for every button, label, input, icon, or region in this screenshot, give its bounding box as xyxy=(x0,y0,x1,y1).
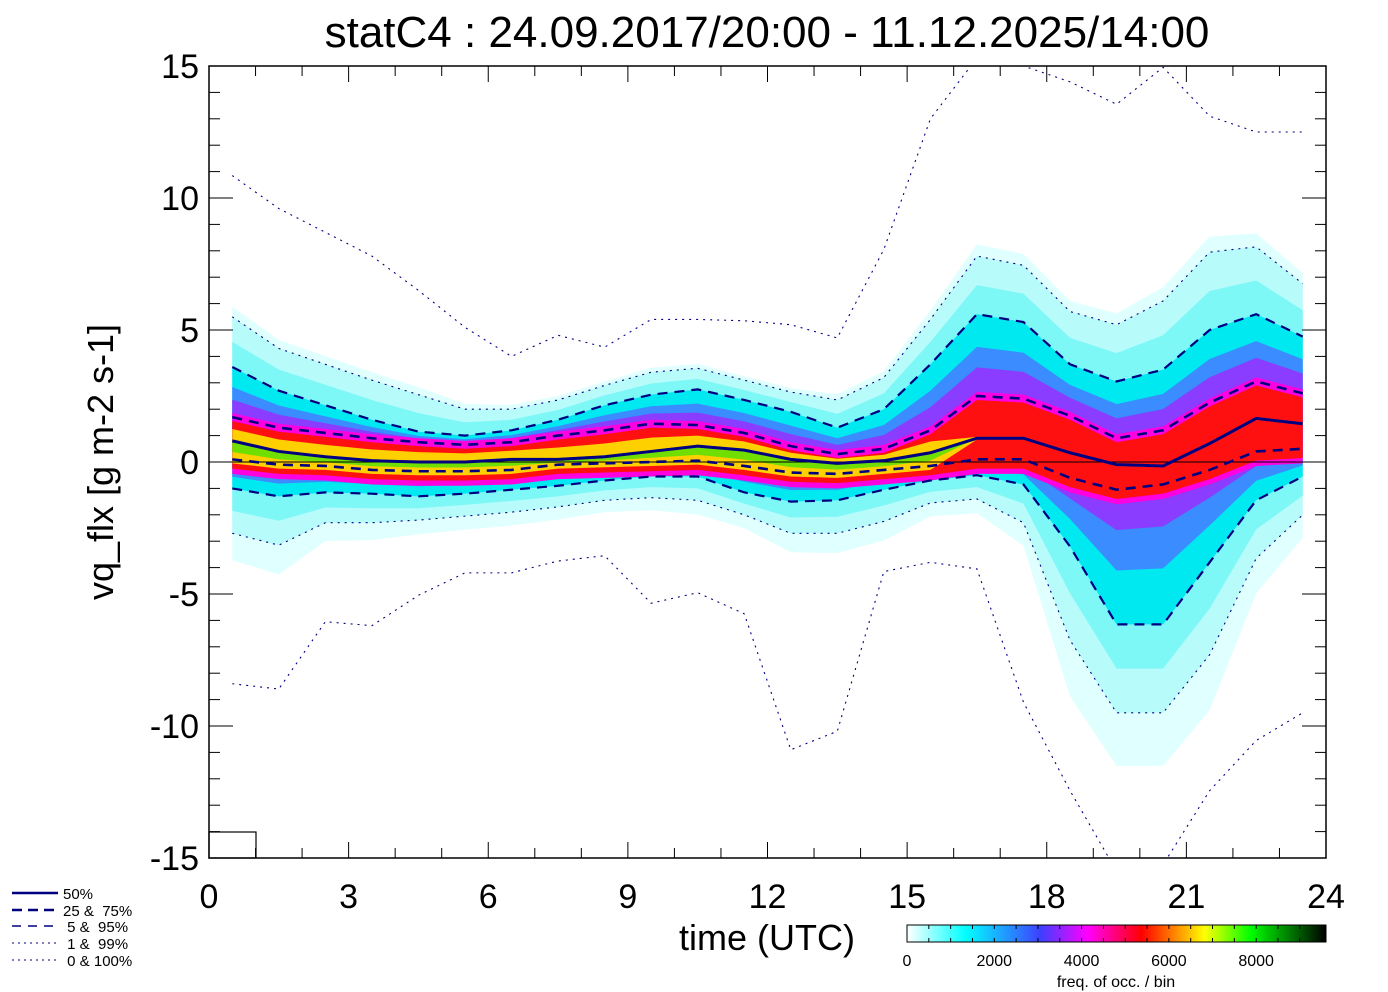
y-axis-label: vq_flx [g m-2 s-1] xyxy=(80,324,121,600)
colorbar-tick-label: 4000 xyxy=(1064,953,1100,970)
y-tick-label: 0 xyxy=(180,444,199,482)
colorbar-tick-label: 6000 xyxy=(1151,953,1187,970)
legend-label-0-100: 0 & 100% xyxy=(63,953,132,970)
y-tick-label: 15 xyxy=(161,48,199,86)
chart-title: statC4 : 24.09.2017/20:00 - 11.12.2025/1… xyxy=(325,8,1210,57)
line-p25 xyxy=(232,447,1303,492)
density-band-green xyxy=(232,418,1303,470)
colorbar-gradient xyxy=(906,924,1327,943)
x-tick-labels: 0 3 6 9 12 15 18 21 24 xyxy=(200,878,1345,916)
x-tick-label: 18 xyxy=(1028,878,1066,916)
legend-label-50: 50% xyxy=(63,886,93,903)
legend-label-1-99: 1 & 99% xyxy=(63,936,128,953)
line-p95 xyxy=(231,312,1304,437)
line-p75 xyxy=(231,380,1304,456)
y-tick-label: 10 xyxy=(161,180,199,218)
colorbar-label: freq. of occ. / bin xyxy=(1057,974,1175,991)
x-tick-label: 0 xyxy=(200,878,219,916)
x-tick-label: 15 xyxy=(888,878,926,916)
legend: 50% 25 & 75% 5 & 95% 1 & 99% 0 & 100% xyxy=(12,886,132,970)
line-p100 xyxy=(231,66,1303,358)
y-tick-label: 5 xyxy=(180,312,199,350)
x-tick-label: 3 xyxy=(339,878,358,916)
colorbar-tick-label: 0 xyxy=(903,953,912,970)
line-p50 xyxy=(231,416,1303,468)
corner-box xyxy=(208,831,257,859)
x-tick-label: 9 xyxy=(618,878,637,916)
y-tick-label: -15 xyxy=(150,840,199,878)
percentile-lines xyxy=(209,66,1326,858)
x-axis-label: time (UTC) xyxy=(679,917,855,958)
colorbar: 0 2000 4000 6000 8000 freq. of occ. / bin xyxy=(903,924,1327,991)
colorbar-tick-label: 8000 xyxy=(1238,953,1274,970)
x-tick-label: 24 xyxy=(1307,878,1345,916)
axis-ticks xyxy=(208,65,1327,859)
colorbar-ticks: 0 2000 4000 6000 8000 xyxy=(903,925,1323,970)
line-p5 xyxy=(232,474,1304,626)
legend-label-5-95: 5 & 95% xyxy=(63,919,128,936)
legend-label-25-75: 25 & 75% xyxy=(63,903,132,920)
line-p1 xyxy=(232,497,1304,714)
density-field xyxy=(232,233,1303,766)
y-tick-label: -5 xyxy=(169,576,199,614)
x-tick-label: 12 xyxy=(749,878,787,916)
y-tick-labels: -15 -10 -5 0 5 10 15 xyxy=(150,48,199,878)
x-tick-label: 21 xyxy=(1167,878,1205,916)
colorbar-tick-label: 2000 xyxy=(976,953,1012,970)
y-tick-label: -10 xyxy=(150,708,199,746)
line-p99 xyxy=(231,246,1304,410)
x-tick-label: 6 xyxy=(479,878,498,916)
